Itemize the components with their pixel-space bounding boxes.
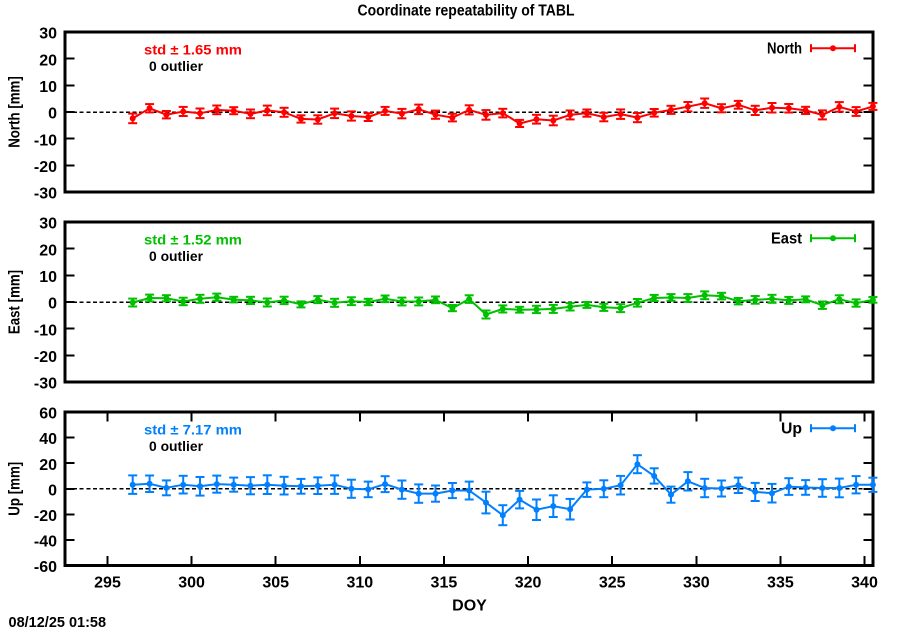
- svg-text:20: 20: [39, 457, 57, 474]
- svg-text:10: 10: [39, 269, 57, 286]
- svg-text:20: 20: [39, 242, 57, 259]
- svg-text:DOY: DOY: [452, 597, 487, 614]
- svg-text:-30: -30: [34, 186, 57, 203]
- svg-text:330: 330: [683, 575, 710, 592]
- svg-text:315: 315: [431, 575, 458, 592]
- svg-text:0: 0: [48, 106, 57, 123]
- svg-text:Coordinate repeatability of TA: Coordinate repeatability of TABL: [358, 3, 575, 20]
- svg-text:300: 300: [178, 575, 205, 592]
- svg-text:std ± 1.65 mm: std ± 1.65 mm: [144, 42, 242, 57]
- svg-text:20: 20: [39, 52, 57, 69]
- svg-text:30: 30: [39, 216, 57, 233]
- svg-text:30: 30: [39, 26, 57, 43]
- svg-text:335: 335: [767, 575, 794, 592]
- svg-text:East [mm]: East [mm]: [7, 270, 24, 334]
- svg-text:60: 60: [39, 406, 57, 423]
- svg-text:-20: -20: [34, 508, 57, 525]
- svg-text:295: 295: [94, 575, 121, 592]
- svg-text:320: 320: [515, 575, 542, 592]
- svg-text:std ± 7.17 mm: std ± 7.17 mm: [144, 422, 242, 437]
- svg-text:Up [mm]: Up [mm]: [7, 462, 24, 516]
- svg-text:-60: -60: [34, 559, 57, 576]
- svg-text:North [mm]: North [mm]: [7, 76, 24, 148]
- svg-text:-20: -20: [34, 159, 57, 176]
- svg-text:-40: -40: [34, 534, 57, 551]
- svg-text:-10: -10: [34, 132, 57, 149]
- svg-text:10: 10: [39, 79, 57, 96]
- svg-text:-30: -30: [34, 376, 57, 393]
- svg-text:East: East: [771, 231, 803, 248]
- svg-text:-10: -10: [34, 322, 57, 339]
- svg-text:North: North: [767, 41, 802, 58]
- svg-text:0 outlier: 0 outlier: [149, 249, 204, 264]
- svg-text:0: 0: [48, 296, 57, 313]
- svg-text:0: 0: [48, 482, 57, 499]
- svg-text:40: 40: [39, 431, 57, 448]
- svg-text:08/12/25 01:58: 08/12/25 01:58: [9, 615, 107, 630]
- svg-text:325: 325: [599, 575, 626, 592]
- svg-text:Up: Up: [781, 421, 802, 438]
- svg-text:0 outlier: 0 outlier: [149, 439, 204, 454]
- svg-text:310: 310: [346, 575, 373, 592]
- svg-text:0 outlier: 0 outlier: [149, 59, 204, 74]
- svg-text:340: 340: [851, 575, 878, 592]
- svg-text:-20: -20: [34, 349, 57, 366]
- svg-text:std ± 1.52 mm: std ± 1.52 mm: [144, 232, 242, 247]
- svg-text:305: 305: [262, 575, 289, 592]
